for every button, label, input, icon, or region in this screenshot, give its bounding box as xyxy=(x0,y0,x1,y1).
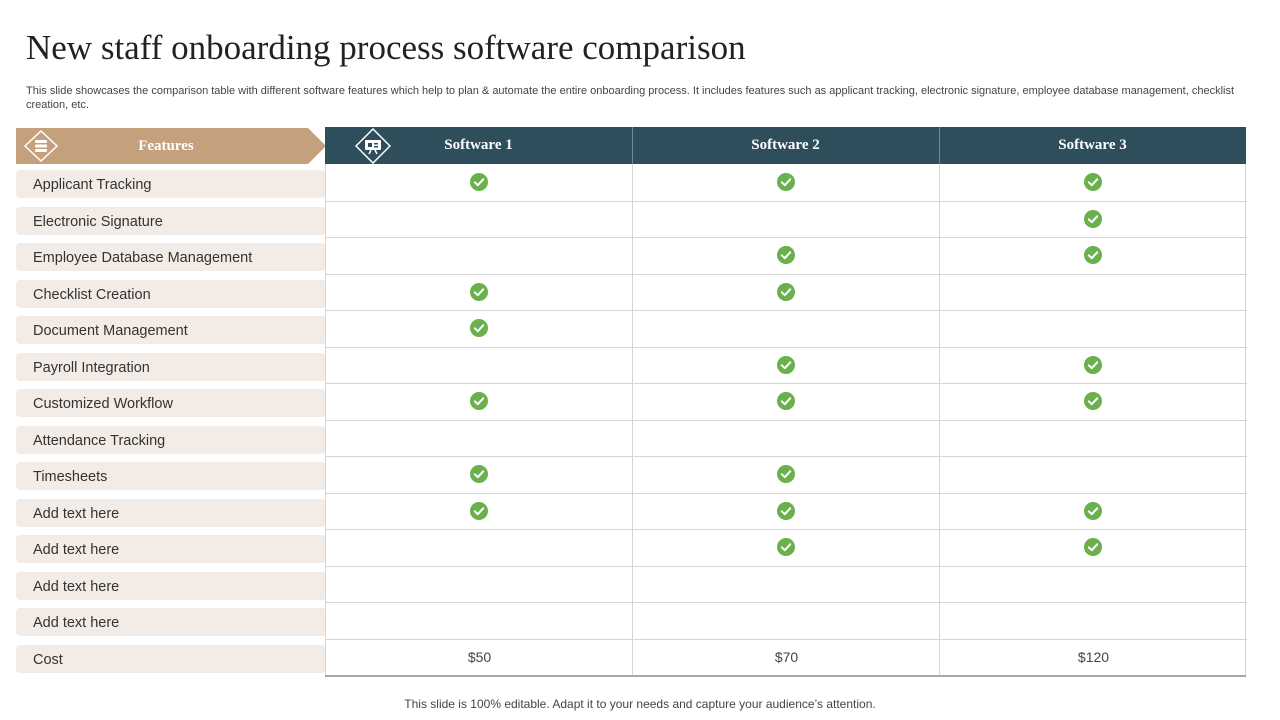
row-divider xyxy=(326,383,1247,384)
row-divider xyxy=(326,602,1247,603)
check-icon xyxy=(470,501,488,525)
header-software-1: Software 1 xyxy=(444,137,513,153)
check-icon xyxy=(777,173,795,196)
feature-row-label: Timesheets xyxy=(16,462,326,490)
row-divider xyxy=(326,274,1247,275)
features-header-label: Features xyxy=(138,138,194,154)
row-divider xyxy=(326,639,1247,640)
row-divider xyxy=(326,310,1247,311)
features-header-shape xyxy=(16,128,326,164)
header-software-2: Software 2 xyxy=(751,137,820,153)
check-icon xyxy=(470,319,488,342)
page-title: New staff onboarding process software co… xyxy=(26,28,746,67)
table-body: $50 $70 $120 xyxy=(325,164,1247,676)
feature-row-label: Document Management xyxy=(16,316,326,344)
check-icon xyxy=(1084,501,1102,525)
check-icon xyxy=(777,538,795,561)
header-divider xyxy=(632,127,633,164)
row-divider xyxy=(326,237,1247,238)
check-icon xyxy=(470,282,488,306)
feature-row-label: Attendance Tracking xyxy=(16,425,326,454)
table-bottom-border xyxy=(325,675,1246,677)
check-icon xyxy=(470,392,488,415)
feature-row-label: Cost xyxy=(16,644,326,673)
check-icon xyxy=(470,465,488,488)
feature-row-label: Add text here xyxy=(16,498,326,527)
check-icon xyxy=(777,392,795,415)
row-divider xyxy=(326,456,1247,457)
check-icon xyxy=(1084,355,1102,379)
row-divider xyxy=(326,201,1247,202)
footer-note: This slide is 100% editable. Adapt it to… xyxy=(404,697,876,711)
page-subtitle: This slide showcases the comparison tabl… xyxy=(26,85,1235,111)
check-icon xyxy=(1084,173,1102,196)
check-icon xyxy=(1084,392,1102,415)
feature-row-label: Customized Workflow xyxy=(16,389,326,417)
feature-row-label: Add text here xyxy=(16,571,326,600)
row-divider xyxy=(326,347,1247,348)
header-divider xyxy=(939,127,940,164)
check-icon xyxy=(777,355,795,379)
table-header: Software 1 Software 2 Software 3 xyxy=(325,127,1246,165)
presentation-icon xyxy=(354,127,392,169)
feature-row-label: Payroll Integration xyxy=(16,352,326,381)
row-divider xyxy=(326,420,1247,421)
row-divider xyxy=(326,566,1247,567)
feature-row-label: Checklist Creation xyxy=(16,279,326,308)
row-divider xyxy=(326,493,1247,494)
check-icon xyxy=(777,282,795,306)
cost-value: $120 xyxy=(1077,649,1110,665)
check-icon xyxy=(777,465,795,488)
cost-value: $50 xyxy=(467,649,492,665)
cost-value: $70 xyxy=(774,649,799,665)
check-icon xyxy=(1084,209,1102,233)
header-software-3: Software 3 xyxy=(1058,137,1127,153)
check-icon xyxy=(470,173,488,196)
row-divider xyxy=(326,529,1247,530)
feature-row-label: Employee Database Management xyxy=(16,243,326,271)
check-icon xyxy=(1084,538,1102,561)
feature-row-label: Add text here xyxy=(16,535,326,563)
check-icon xyxy=(777,246,795,269)
check-icon xyxy=(1084,246,1102,269)
feature-row-label: Applicant Tracking xyxy=(16,170,326,198)
check-icon xyxy=(777,501,795,525)
features-header: Features xyxy=(16,128,326,164)
feature-row-label: Add text here xyxy=(16,608,326,636)
feature-row-label: Electronic Signature xyxy=(16,206,326,235)
